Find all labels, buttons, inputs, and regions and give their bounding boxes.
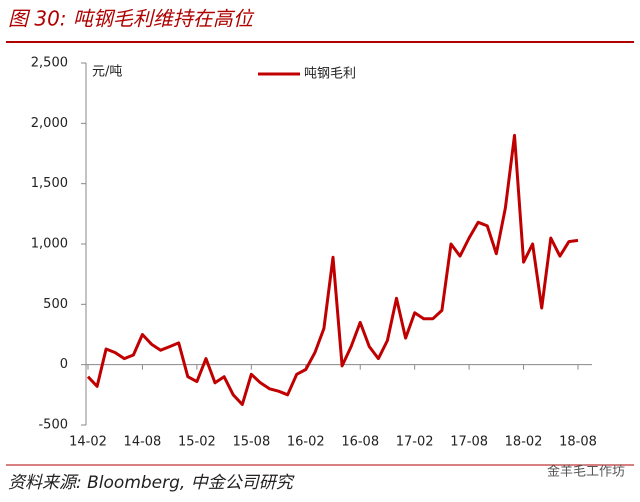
y-tick-label: 0: [60, 357, 68, 372]
y-tick-label: 2,500: [31, 56, 68, 71]
x-tick-label: 15-08: [232, 435, 270, 450]
y-axis-label: 元/吨: [92, 65, 122, 80]
source: 资料来源: Bloomberg, 中金公司研究: [8, 473, 295, 493]
line-series: [86, 133, 579, 406]
x-tick-label: 17-08: [450, 435, 488, 450]
x-tick-label: 18-08: [559, 435, 597, 450]
y-tick-label: -500: [38, 418, 68, 433]
y-tick-label: 1,000: [31, 237, 68, 252]
y-tick-label: 2,000: [31, 116, 68, 131]
x-tick-label: 14-08: [124, 435, 162, 450]
x-tick-label: 18-02: [505, 435, 543, 450]
x-tick-label: 15-02: [178, 435, 216, 450]
x-tick-label: 17-02: [396, 435, 434, 450]
x-tick-label: 14-02: [69, 435, 107, 450]
legend-label: 吨钢毛利: [304, 67, 356, 82]
y-tick-label: 1,500: [31, 176, 68, 191]
y-tick-label: 500: [43, 297, 68, 312]
chart-title: 图 30: 吨钢毛利维持在高位: [8, 7, 255, 31]
watermark: 金羊毛工作坊: [547, 464, 625, 480]
x-tick-label: 16-08: [341, 435, 379, 450]
x-tick-label: 16-02: [287, 435, 325, 450]
